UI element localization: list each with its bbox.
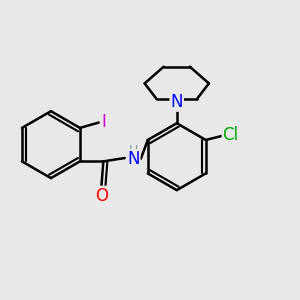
Text: N: N	[170, 93, 183, 111]
Text: H: H	[129, 144, 138, 157]
Text: N: N	[170, 93, 183, 111]
Text: I: I	[101, 113, 106, 131]
Text: O: O	[95, 187, 109, 205]
Text: Cl: Cl	[222, 126, 239, 144]
Text: N: N	[127, 150, 140, 168]
